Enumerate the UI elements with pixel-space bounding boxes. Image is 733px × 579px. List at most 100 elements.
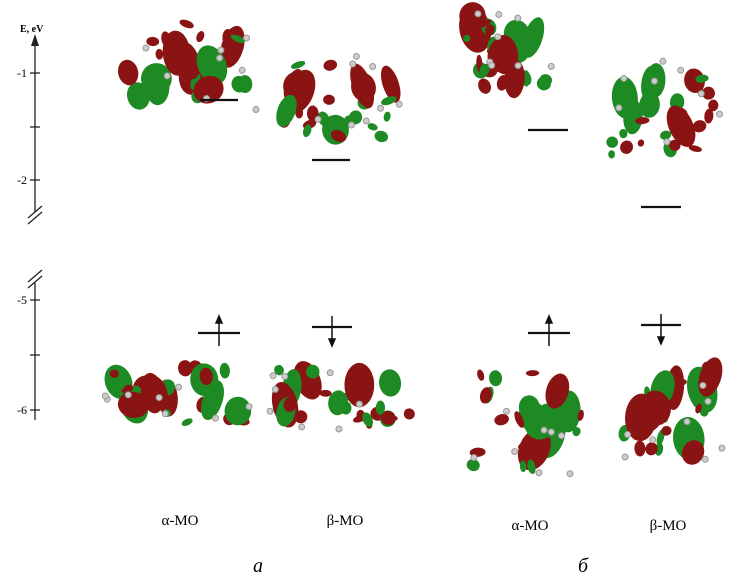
atom — [101, 392, 109, 400]
atom — [547, 428, 555, 436]
orbital-lobe — [487, 36, 496, 51]
orbital-lobe — [606, 136, 619, 148]
atom — [540, 426, 548, 434]
atom — [212, 414, 220, 422]
orbital-lobe — [645, 442, 658, 456]
orbital-lobe — [634, 440, 646, 457]
axis-label: E, eV — [20, 24, 44, 35]
orbital-lobe — [688, 145, 702, 152]
atom — [683, 418, 691, 426]
orbital-lobe — [179, 19, 194, 29]
orbital-lobe — [230, 34, 246, 44]
levels — [198, 98, 681, 335]
atom — [716, 110, 724, 118]
orbital-lobe — [374, 130, 389, 143]
orbital-lobe — [181, 418, 193, 426]
orbital-lobe — [109, 369, 119, 378]
orbital-lobe — [381, 96, 397, 106]
axis-arrow — [31, 34, 39, 46]
orbital-lobe — [637, 139, 645, 147]
orbital-lobe — [294, 410, 308, 424]
orbital-lobe — [193, 75, 224, 104]
orbital-lobe — [620, 140, 634, 154]
tick-label: -6 — [17, 403, 27, 417]
atom — [217, 46, 225, 54]
orbital-lobe — [536, 76, 551, 91]
orbital-lobe — [459, 2, 486, 30]
atom — [649, 436, 657, 444]
column-label: β-MO — [327, 513, 364, 529]
orbital-lobe — [375, 400, 386, 415]
orbital-lobe — [344, 362, 375, 408]
orbital-lobe — [126, 82, 150, 110]
panel-label: б — [578, 555, 589, 577]
atom — [697, 90, 705, 98]
orbital-lobe — [635, 117, 650, 125]
orbital-lobe — [704, 108, 714, 124]
axis-break — [27, 269, 43, 283]
atom — [377, 104, 385, 112]
orbital-lobe — [702, 86, 715, 100]
atom — [281, 372, 289, 380]
panel-label: a — [253, 555, 263, 577]
atom — [243, 34, 251, 42]
atom — [511, 448, 519, 456]
atom — [621, 453, 629, 461]
orbital-lobe — [522, 17, 545, 58]
orbital-lobe — [290, 60, 306, 69]
axis-break — [27, 275, 43, 289]
atom — [494, 33, 502, 41]
atom — [369, 63, 377, 71]
orbital-lobe — [162, 30, 191, 76]
orbital-lobe — [383, 111, 391, 122]
atom — [349, 60, 357, 68]
orbital-lobe — [545, 373, 570, 409]
orbital-lobe — [178, 360, 193, 377]
orbital-lobe — [466, 459, 480, 472]
atom — [124, 391, 132, 399]
orbital-lobe — [479, 63, 490, 76]
atom — [701, 455, 709, 463]
orbital-lobe — [625, 393, 657, 442]
orbital-lobe — [479, 387, 492, 404]
orbital-lobe — [527, 459, 536, 475]
orbital-lobe — [196, 31, 205, 43]
orbital-lobe — [639, 92, 660, 118]
atom — [650, 77, 658, 85]
orbital-lobe — [199, 367, 213, 386]
orbital-lobe — [276, 94, 297, 127]
orbital-lobe — [676, 379, 687, 386]
orbital-lobe — [118, 59, 139, 86]
orbital-lobe — [463, 35, 471, 42]
atom — [514, 14, 522, 22]
atom — [547, 62, 555, 70]
orbital-lobe — [319, 389, 332, 397]
atom — [314, 115, 322, 123]
orbital-lobe — [519, 460, 527, 473]
atom — [620, 74, 628, 82]
orbital-lobe — [380, 411, 396, 426]
atom — [161, 410, 169, 418]
atom — [535, 469, 543, 477]
atom — [326, 369, 334, 377]
atom — [355, 400, 363, 408]
atom — [615, 104, 623, 112]
orbital-lobe — [150, 64, 161, 79]
atom — [298, 423, 306, 431]
atom — [677, 66, 685, 74]
atom — [216, 54, 224, 62]
orbital-lobe — [572, 427, 581, 437]
atom — [495, 11, 503, 19]
atom — [699, 381, 707, 389]
orbital-lobe — [657, 371, 667, 382]
atom — [245, 403, 253, 411]
atom — [362, 117, 370, 125]
orbital-lobe — [117, 391, 149, 418]
energy-axis — [27, 44, 43, 420]
electrons — [214, 314, 666, 348]
column-label: β-MO — [650, 518, 687, 534]
atom — [271, 385, 279, 393]
orbital-lobe — [695, 74, 709, 83]
orbital-lobe — [659, 130, 672, 140]
spin-up-head — [544, 314, 554, 324]
